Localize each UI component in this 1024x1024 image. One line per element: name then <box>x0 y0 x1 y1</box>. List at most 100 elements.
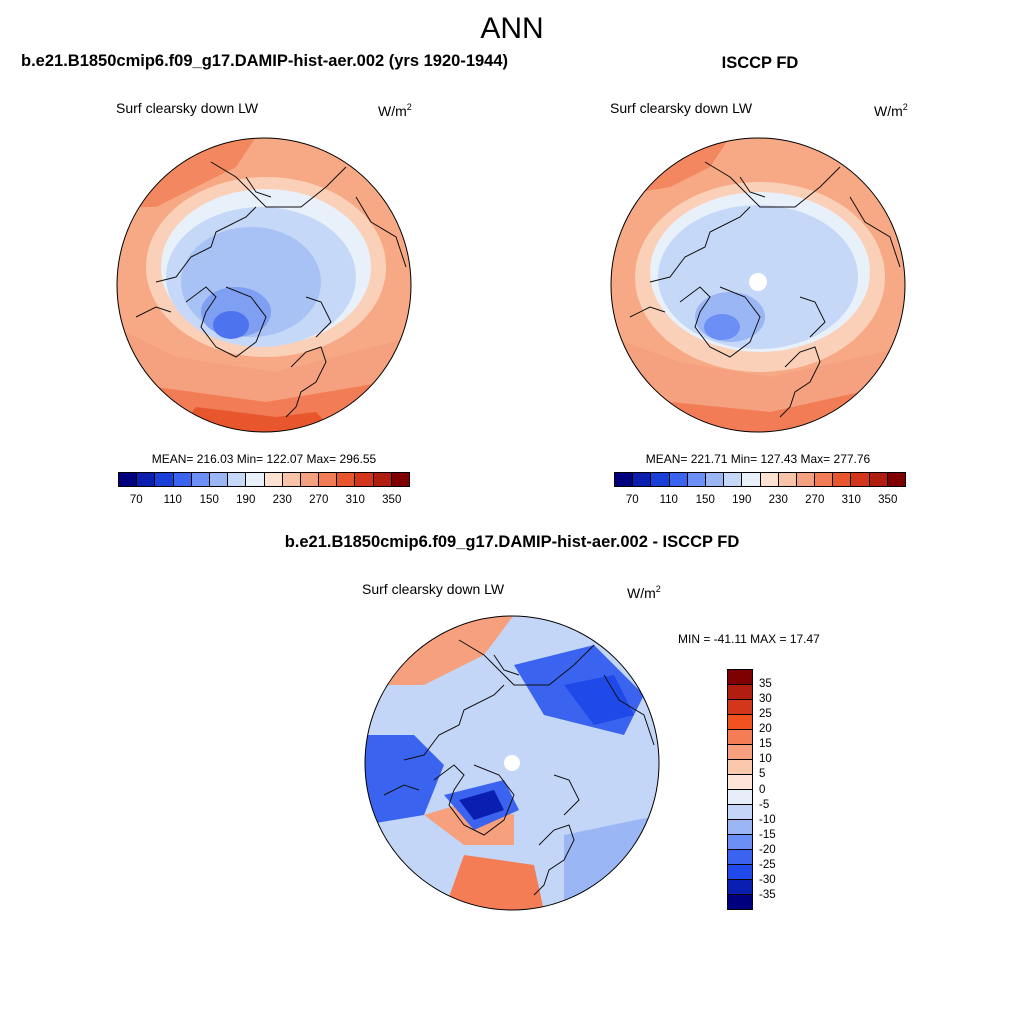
model-units-label: W/m2 <box>378 102 412 119</box>
obs-units-label: W/m2 <box>874 102 908 119</box>
obs-colorbar-tick-label: 110 <box>659 494 678 506</box>
diff-colorbar-tick-label: 20 <box>759 723 772 736</box>
model-colorbar-swatch <box>191 473 210 486</box>
diff-colorbar-tick-label: -15 <box>759 828 776 841</box>
obs-colorbar-swatch <box>651 473 670 486</box>
diff-units-label: W/m2 <box>627 584 661 601</box>
diff-colorbar-swatch <box>728 835 752 850</box>
obs-colorbar-swatch <box>687 473 706 486</box>
model-colorbar-swatch <box>319 473 338 486</box>
obs-colorbar-swatch <box>742 473 761 486</box>
obs-colorbar-swatch <box>796 473 816 486</box>
obs-colorbar-swatch <box>778 473 797 486</box>
model-variable-label: Surf clearsky down LW <box>116 100 259 116</box>
diff-colorbar-tick-label: 10 <box>759 753 772 766</box>
model-colorbar-swatch <box>264 473 283 486</box>
obs-colorbar-swatch <box>724 473 743 486</box>
diff-colorbar-ticks: 35 30 25 20 15 10 5 0 -5 -10 -15 -20 -25 -30 -35 <box>759 669 799 910</box>
diff-colorbar-swatch <box>728 700 752 715</box>
diff-colorbar-tick-label: 35 <box>759 678 772 691</box>
obs-colorbar-swatch <box>851 473 870 486</box>
diff-stats: MIN = -41.11 MAX = 17.47 <box>678 632 820 646</box>
diff-colorbar-swatch <box>728 745 752 760</box>
model-colorbar-swatch <box>300 473 320 486</box>
model-colorbar-swatch <box>355 473 374 486</box>
obs-variable-label: Surf clearsky down LW <box>610 100 753 116</box>
obs-colorbar-ticks: 70 110 150 190 230 270 310 350 <box>614 494 906 510</box>
model-colorbar-swatch <box>209 473 229 486</box>
diff-variable-label: Surf clearsky down LW <box>362 581 505 597</box>
model-colorbar-swatch <box>246 473 265 486</box>
diff-colorbar-tick-label: -20 <box>759 843 776 856</box>
model-colorbar <box>118 472 410 487</box>
obs-colorbar-swatch <box>633 473 652 486</box>
diff-colorbar-swatch <box>728 895 752 909</box>
obs-colorbar-swatch <box>615 473 634 486</box>
diff-colorbar-swatch <box>728 685 752 700</box>
model-colorbar-swatch <box>119 473 138 486</box>
diff-colorbar-swatch <box>728 760 752 775</box>
model-colorbar-swatch <box>228 473 247 486</box>
obs-colorbar-tick-label: 350 <box>878 494 898 506</box>
obs-colorbar-swatch <box>869 473 888 486</box>
obs-colorbar-swatch <box>887 473 905 486</box>
model-colorbar-tick-label: 70 <box>129 494 143 506</box>
obs-colorbar-tick-label: 150 <box>695 494 715 506</box>
obs-colorbar-swatch <box>833 473 852 486</box>
diff-colorbar-swatch <box>728 670 752 685</box>
model-colorbar-swatch <box>173 473 192 486</box>
model-colorbar-swatch <box>137 473 156 486</box>
diff-colorbar-swatch <box>728 880 752 895</box>
main-title: ANN <box>480 12 544 45</box>
obs-stats: MEAN= 221.71 Min= 127.43 Max= 277.76 <box>645 452 871 466</box>
model-colorbar-tick-label: 190 <box>236 494 256 506</box>
model-stats: MEAN= 216.03 Min= 122.07 Max= 296.55 <box>151 452 377 466</box>
diff-colorbar-tick-label: 30 <box>759 693 772 706</box>
obs-colorbar-tick-label: 230 <box>768 494 788 506</box>
diff-colorbar-tick-label: -30 <box>759 873 776 886</box>
obs-colorbar-tick-label: 270 <box>805 494 825 506</box>
obs-title: ISCCP FD <box>721 54 799 72</box>
obs-colorbar <box>614 472 906 487</box>
diff-colorbar-swatch <box>728 820 752 835</box>
obs-colorbar-tick-label: 190 <box>732 494 752 506</box>
diff-colorbar-tick-label: 5 <box>759 768 766 781</box>
model-colorbar-swatch <box>282 473 301 486</box>
diff-colorbar-swatch <box>728 730 752 745</box>
model-colorbar-tick-label: 230 <box>272 494 292 506</box>
model-colorbar-ticks: 70 110 150 190 230 270 310 350 <box>118 494 410 510</box>
obs-colorbar-swatch <box>760 473 779 486</box>
obs-colorbar-swatch <box>669 473 688 486</box>
diff-colorbar-tick-label: -10 <box>759 813 776 826</box>
obs-colorbar-tick-label: 310 <box>841 494 861 506</box>
case-title: b.e21.B1850cmip6.f09_g17.DAMIP-hist-aer.… <box>21 52 509 70</box>
obs-colorbar-swatch <box>815 473 834 486</box>
obs-colorbar-tick-label: 70 <box>625 494 639 506</box>
model-colorbar-tick-label: 310 <box>345 494 365 506</box>
obs-colorbar-swatch <box>705 473 725 486</box>
diff-colorbar-tick-label: -5 <box>759 798 770 811</box>
diff-colorbar <box>727 669 753 910</box>
diff-colorbar-tick-label: 0 <box>759 783 766 796</box>
model-colorbar-tick-label: 110 <box>163 494 182 506</box>
model-polar-map <box>116 137 412 433</box>
obs-polar-map <box>610 137 906 433</box>
model-colorbar-swatch <box>337 473 356 486</box>
model-colorbar-tick-label: 270 <box>309 494 329 506</box>
diff-colorbar-swatch <box>728 790 752 805</box>
model-colorbar-swatch <box>391 473 409 486</box>
model-colorbar-swatch <box>373 473 392 486</box>
diff-colorbar-swatch <box>728 775 752 790</box>
diff-colorbar-swatch <box>728 850 752 865</box>
diff-colorbar-swatch <box>728 715 752 730</box>
model-colorbar-swatch <box>155 473 174 486</box>
diff-colorbar-tick-label: -25 <box>759 858 776 871</box>
model-colorbar-tick-label: 350 <box>382 494 402 506</box>
diff-colorbar-tick-label: -35 <box>759 888 776 901</box>
diff-colorbar-swatch <box>728 865 752 880</box>
model-colorbar-tick-label: 150 <box>199 494 219 506</box>
diff-title: b.e21.B1850cmip6.f09_g17.DAMIP-hist-aer.… <box>284 533 740 551</box>
diff-polar-map <box>364 615 660 911</box>
diff-colorbar-swatch <box>728 805 752 820</box>
diff-colorbar-tick-label: 25 <box>759 708 772 721</box>
